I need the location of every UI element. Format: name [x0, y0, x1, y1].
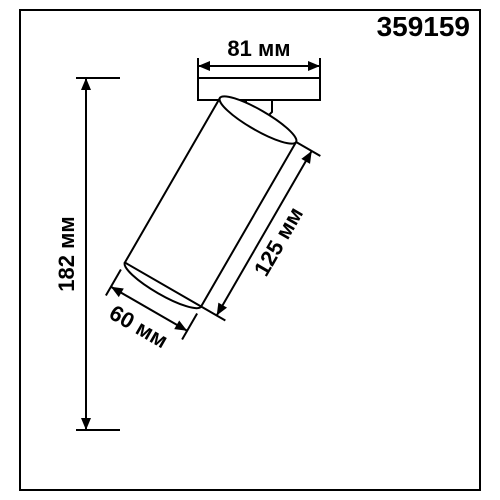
dim-base-label: 60 мм — [105, 300, 172, 353]
dim-len-arrow-bot — [212, 303, 227, 318]
dim-len-arrow-top — [301, 149, 316, 164]
dim-len-label: 125 мм — [249, 203, 308, 281]
product-code: 359159 — [377, 11, 470, 42]
dim-top-label: 81 мм — [227, 36, 290, 61]
mount-plate — [198, 78, 320, 100]
dim-top-arrow-left — [198, 61, 210, 71]
dim-base-ext-right — [182, 313, 197, 339]
dim-left-label: 182 мм — [54, 216, 79, 291]
dim-top-arrow-right — [308, 61, 320, 71]
technical-drawing: 359159 81 мм 182 мм 125 мм — [0, 0, 500, 500]
dim-base-arrow-left — [108, 282, 123, 297]
dim-base-arrow-right — [174, 320, 189, 335]
dim-left-arrow-top — [81, 78, 91, 90]
dim-left-arrow-bot — [81, 418, 91, 430]
body-group: 125 мм 60 мм — [94, 89, 341, 383]
